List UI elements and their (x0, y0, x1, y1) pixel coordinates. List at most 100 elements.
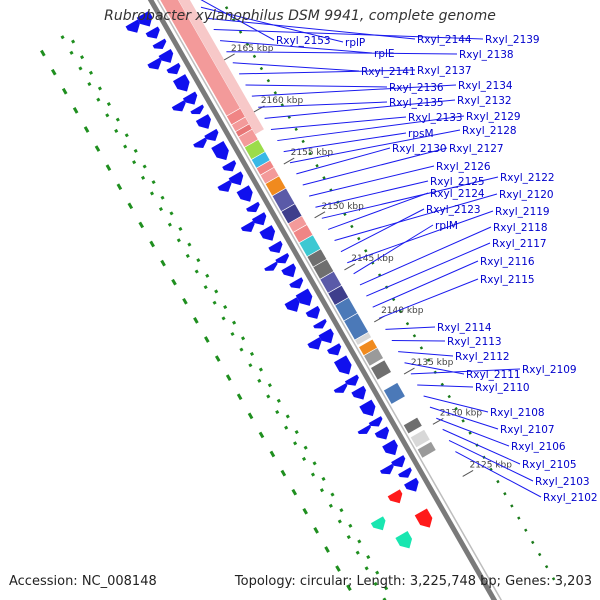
gc-dot (302, 456, 307, 462)
gc-dot (193, 317, 199, 324)
gc-dot (426, 358, 431, 362)
label-leader-line (410, 368, 521, 375)
gene-arrow (211, 141, 229, 161)
gene-label: rpsM (408, 128, 434, 140)
gene-arrow (404, 477, 419, 492)
label-leader-line (226, 51, 458, 55)
genome-backbone-line (147, 0, 498, 600)
cog-block (383, 382, 406, 405)
gc-dot (248, 363, 253, 368)
label-leader-line (340, 208, 425, 253)
gc-dot (303, 445, 308, 450)
gene-label: Rxyl_2103 (535, 476, 590, 488)
gene-arrow (158, 49, 174, 63)
ruler-tick-label: 2165 kbp (231, 44, 274, 54)
label-leader-line (455, 451, 542, 498)
label-leader-line (239, 69, 416, 75)
gene-label: Rxyl_2125 (430, 176, 485, 188)
gc-dot (496, 479, 500, 484)
gc-dot (239, 347, 244, 352)
gc-dot (510, 504, 514, 508)
gc-dot (308, 151, 312, 156)
gc-dot (310, 472, 316, 477)
gc-dot (232, 320, 237, 325)
gc-dot (205, 273, 210, 278)
gene-label: Rxyl_2111 (466, 369, 521, 381)
gene-arrow (204, 128, 219, 142)
gene-arrow (281, 263, 296, 278)
gene-arrow (357, 424, 372, 434)
gene-arrow (307, 337, 322, 350)
gene-arrow (370, 516, 386, 531)
label-leader-line (417, 384, 474, 388)
label-leader-line (359, 226, 492, 286)
ruler-tick-label: 2140 kbp (381, 306, 424, 316)
gene-arrow (327, 343, 342, 356)
gc-dot (106, 101, 111, 107)
cog-block (370, 359, 392, 381)
gene-arrow (217, 180, 232, 192)
gene-arrow (275, 252, 290, 264)
gene-arrow (190, 104, 204, 115)
gc-dot (468, 431, 472, 435)
gc-dot (96, 97, 101, 102)
gene-label: Rxyl_2102 (543, 492, 598, 504)
gene-arrow (236, 185, 253, 202)
gc-dot (115, 117, 120, 122)
gene-arrow (368, 416, 383, 427)
gene-arrow (145, 26, 160, 39)
label-leader-line (251, 84, 457, 97)
gc-dot (80, 55, 85, 60)
gc-dot (185, 253, 190, 258)
gc-dot (72, 107, 79, 114)
gc-dot (294, 127, 298, 131)
gene-arrow (391, 455, 406, 468)
gc-dot (178, 226, 183, 232)
gene-arrow (351, 385, 367, 400)
gene-label: Rxyl_2113 (447, 336, 502, 348)
gene-arrow (359, 399, 376, 417)
gene-label: Rxyl_2122 (500, 172, 555, 184)
gene-arrow (295, 288, 313, 306)
label-leader-line (442, 428, 521, 465)
gene-label: Rxyl_2128 (462, 125, 517, 137)
gc-dot (87, 82, 92, 87)
gc-dot (230, 331, 235, 337)
gc-dot (40, 49, 46, 57)
gene-arrow (136, 10, 153, 27)
gc-dot (266, 394, 271, 399)
gc-dot (319, 488, 324, 493)
gc-dot (321, 476, 326, 481)
gene-label: Rxyl_2105 (522, 459, 577, 471)
ruler-tick-label: 2130 kbp (440, 408, 483, 418)
gc-dot (61, 87, 68, 95)
gene-arrow (268, 240, 283, 253)
gene-label: Rxyl_2130 (392, 143, 447, 155)
gene-label: Rxyl_2120 (499, 189, 554, 201)
label-leader-line (270, 116, 407, 130)
gene-arrow (152, 38, 167, 50)
label-leader-line (315, 180, 429, 208)
gc-dot (50, 68, 57, 76)
cog-block (402, 416, 423, 435)
gene-arrow-track (125, 10, 433, 549)
label-leader-line (232, 62, 360, 72)
gc-content-track (40, 6, 556, 600)
gene-label: Rxyl_2138 (459, 49, 514, 61)
gc-dot (337, 519, 342, 524)
gene-arrow (125, 19, 140, 33)
gc-dot (204, 336, 210, 343)
ruler-tick (403, 367, 415, 375)
gene-label: Rxyl_2139 (485, 34, 540, 46)
label-leader-line (429, 406, 499, 430)
gene-arrow (171, 100, 186, 112)
label-leader-line (289, 129, 461, 164)
gene-label-layer: Rxyl_2153 rplP Rxyl_2144 Rxyl_2139 rplE Rxyl_… (276, 34, 598, 504)
label-leader-line (213, 28, 484, 40)
gc-dot (247, 412, 254, 420)
gc-dot (276, 398, 281, 403)
label-leader-line (436, 417, 510, 447)
gc-dot (412, 334, 417, 338)
gc-dot (285, 414, 290, 419)
gc-dot (114, 128, 119, 133)
